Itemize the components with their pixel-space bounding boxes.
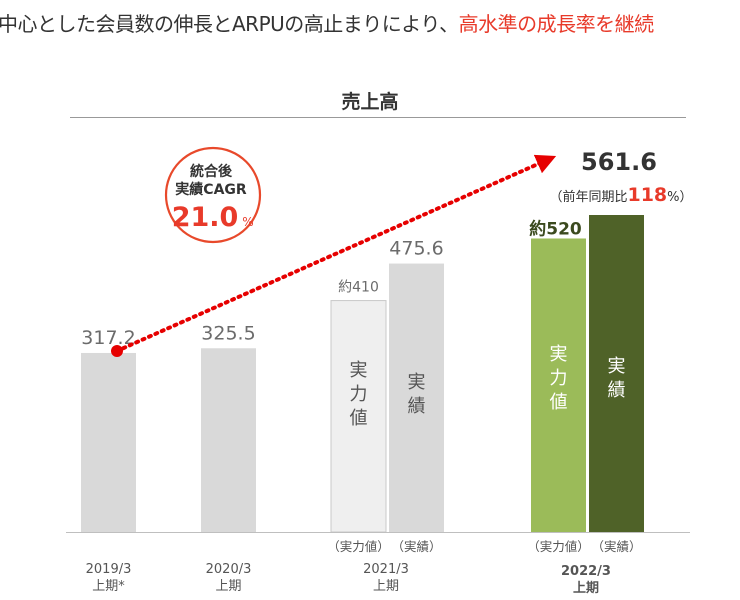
category-label-2-line1: 2021/3 (363, 562, 409, 577)
cagr-badge-value: 21.0 (172, 202, 239, 233)
highlight-value: 561.6 (581, 148, 657, 176)
bar-1 (201, 348, 256, 532)
category-label-1-line1: 2020/3 (206, 562, 252, 577)
bar-inner-label-3-1: 績 (408, 396, 426, 417)
bar-sub-label-5: （実績） (591, 539, 641, 554)
bar-inner-label-4-0: 実 (550, 344, 568, 365)
comparison-suffix: %） (667, 190, 692, 205)
bar-value-label-4: 約520 (529, 218, 582, 239)
bar-value-label-2: 約410 (338, 280, 379, 296)
headline-highlight: 高水準の成長率を継続 (458, 12, 655, 36)
chart-title: 売上高 (341, 91, 399, 113)
category-label-0-line2: 上期* (92, 579, 125, 594)
category-label-3-line2: 上期 (573, 581, 599, 596)
bar-sub-label-2: （実力値） (327, 539, 390, 554)
comparison-value: 118 (627, 184, 667, 206)
comparison-prefix: （前年同期比 (549, 189, 627, 205)
bar-inner-label-2-2: 値 (350, 408, 368, 429)
bar-value-label-1: 325.5 (201, 322, 255, 344)
category-label-1-line2: 上期 (215, 579, 241, 594)
bar-3 (389, 263, 444, 532)
category-label-3-line1: 2022/3 (561, 564, 611, 579)
bar-inner-label-5-1: 績 (608, 380, 626, 401)
bar-value-label-3: 475.6 (389, 238, 443, 260)
bar-inner-label-4-2: 値 (550, 392, 568, 413)
bar-inner-label-5-0: 実 (608, 356, 626, 377)
trend-arrow (115, 154, 557, 353)
headline: 中心とした会員数の伸長とARPUの高止まりにより、高水準の成長率を継続 (0, 8, 654, 37)
category-label-0-line1: 2019/3 (86, 562, 132, 577)
highlight-comparison: （前年同期比118%） (549, 184, 692, 206)
cagr-badge-line1: 統合後 (190, 163, 233, 180)
category-label-2-line2: 上期 (373, 579, 399, 594)
bar-5 (589, 215, 644, 532)
bar-inner-label-3-0: 実 (408, 372, 426, 393)
bar-inner-label-2-0: 実 (350, 360, 368, 381)
bar-inner-label-2-1: 力 (350, 384, 368, 405)
headline-main: 中心とした会員数の伸長とARPUの高止まりにより、 (0, 12, 459, 36)
title-rule (70, 117, 686, 118)
bar-0 (81, 352, 136, 532)
bar-sub-label-3: （実績） (391, 539, 441, 554)
cagr-badge: 統合後 実績CAGR 21.0 % (164, 146, 262, 244)
bar-4 (531, 238, 586, 532)
highlight-callout: 561.6 （前年同期比118%） (549, 148, 692, 206)
cagr-badge-unit: % (242, 215, 253, 229)
bar-value-label-0: 317.2 (81, 327, 135, 349)
bar-2 (330, 300, 387, 533)
cagr-badge-circle (164, 146, 262, 244)
bar-sub-label-4: （実力値） (527, 539, 590, 554)
cagr-badge-line2: 実績CAGR (175, 181, 247, 198)
bar-inner-label-4-1: 力 (550, 368, 568, 389)
